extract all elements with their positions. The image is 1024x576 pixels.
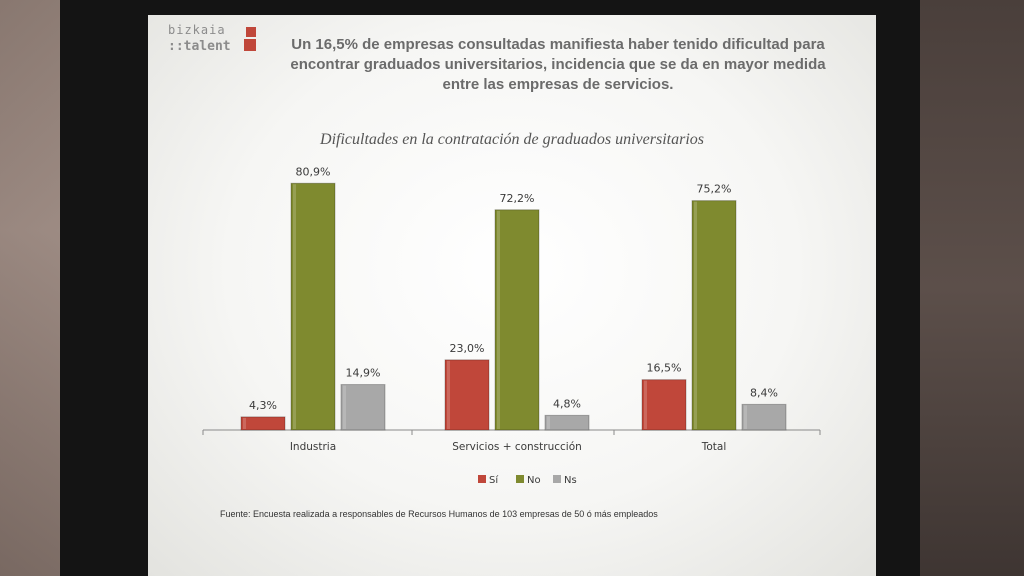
logo-text-bottom: ::talent <box>168 39 231 54</box>
slide-headline: Un 16,5% de empresas consultadas manifie… <box>268 35 848 95</box>
headline-line: Un 16,5% de empresas consultadas manifie… <box>291 36 825 53</box>
bar-chart: 4,3% 80,9% 14,9% Industria 23,0% 72,2% 4,8% Ser… <box>202 165 821 486</box>
bar-highlight <box>497 210 500 429</box>
bar-highlight <box>644 380 647 429</box>
background-wall-right <box>904 0 1024 576</box>
data-label: 80,9% <box>296 165 331 178</box>
legend-swatch <box>553 475 561 483</box>
bar-highlight <box>243 417 246 429</box>
legend-swatch <box>516 475 524 483</box>
bar-highlight <box>547 416 550 429</box>
headline-line: entre las empresas de servicios. <box>442 76 674 93</box>
bar-si <box>240 416 286 431</box>
data-label: 72,2% <box>500 192 535 205</box>
category-label: Servicios + construcción <box>452 441 582 453</box>
data-label: 8,4% <box>750 386 778 399</box>
bar-highlight <box>293 184 296 429</box>
bar-highlight <box>343 385 346 429</box>
logo-text-top: bizkaia <box>168 23 226 37</box>
bar-no <box>494 209 540 431</box>
category-label: Industria <box>290 441 336 453</box>
category-label: Total <box>701 441 727 453</box>
bar-ns <box>340 384 386 431</box>
bar-ns <box>544 414 590 431</box>
bar-highlight <box>744 405 747 429</box>
legend-swatch <box>478 475 486 483</box>
data-label: 4,8% <box>553 397 581 410</box>
legend-label: Sí <box>489 474 499 486</box>
data-label: 16,5% <box>647 362 682 375</box>
data-label: 75,2% <box>697 183 732 196</box>
logo-mark-icon <box>244 27 256 51</box>
data-label: 23,0% <box>450 342 485 355</box>
bar-si <box>641 379 687 431</box>
bar-no <box>290 182 336 431</box>
chart-title: Dificultades en la contratación de gradu… <box>320 131 704 148</box>
bar-highlight <box>694 201 697 429</box>
headline-line: encontrar graduados universitarios, inci… <box>290 56 826 73</box>
slide: bizkaia ::talent Un 16,5% de empresas co… <box>148 15 876 576</box>
data-label: 14,9% <box>346 367 381 380</box>
bar-no <box>691 200 737 431</box>
source-note: Fuente: Encuesta realizada a responsable… <box>220 509 658 519</box>
bizkaia-talent-logo: bizkaia ::talent <box>164 23 256 65</box>
bar-highlight <box>447 360 450 429</box>
data-label: 4,3% <box>249 399 277 412</box>
bar-ns <box>741 403 787 431</box>
legend-label: Ns <box>564 475 577 486</box>
bar-si <box>444 359 490 431</box>
legend-label: No <box>527 475 541 486</box>
